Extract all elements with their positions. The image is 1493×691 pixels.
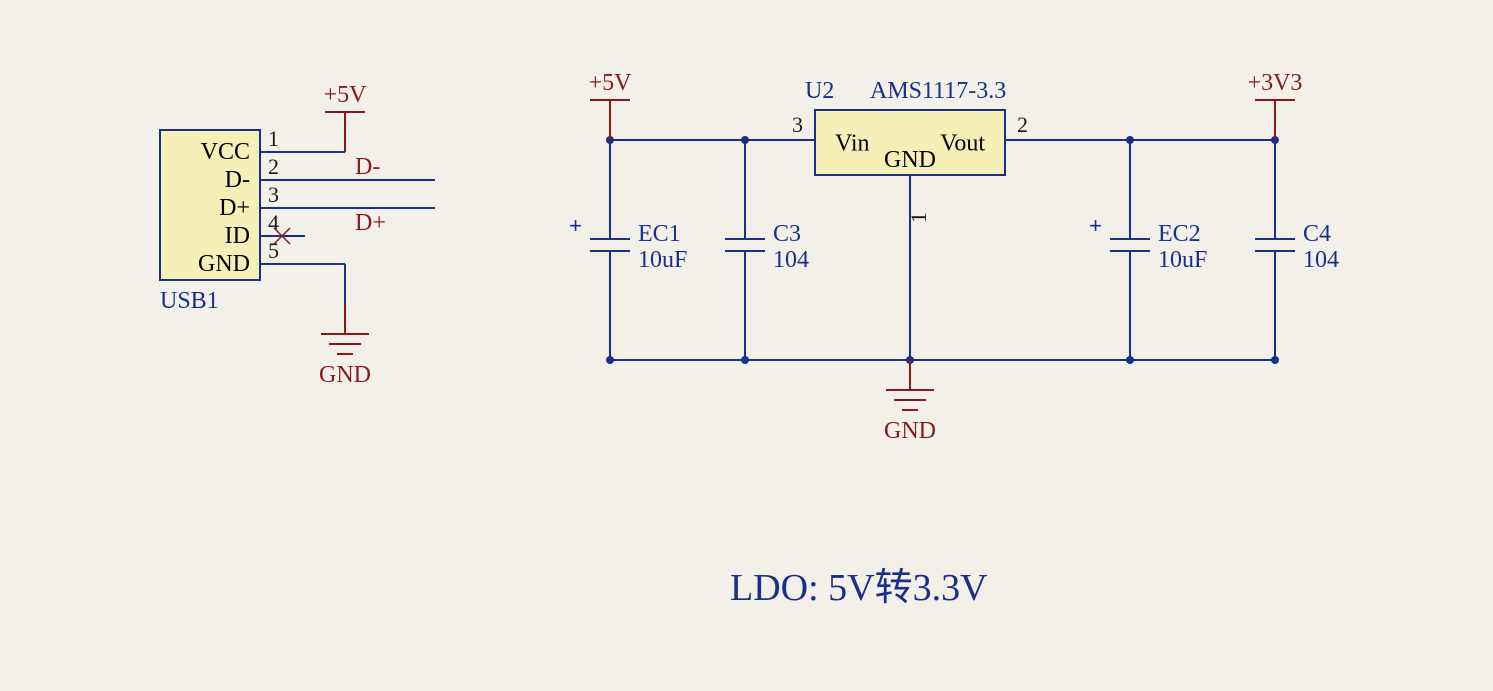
svg-text:GND: GND <box>884 147 936 173</box>
svg-text:D-: D- <box>355 154 380 180</box>
svg-text:3: 3 <box>268 182 279 207</box>
usb-designator: USB1 <box>160 288 219 314</box>
svg-text:5: 5 <box>268 238 279 263</box>
svg-text:+: + <box>569 213 582 238</box>
usb-pin-name-gnd: GND <box>198 251 250 277</box>
svg-text:EC2: EC2 <box>1158 221 1201 247</box>
svg-text:Vout: Vout <box>940 131 985 157</box>
svg-text:+3V3: +3V3 <box>1248 70 1303 96</box>
svg-text:C4: C4 <box>1303 221 1331 247</box>
svg-text:1: 1 <box>268 126 279 151</box>
svg-text:10uF: 10uF <box>1158 247 1207 273</box>
svg-text:U2: U2 <box>805 78 834 104</box>
svg-text:GND: GND <box>884 418 936 444</box>
svg-text:AMS1117-3.3: AMS1117-3.3 <box>870 78 1006 104</box>
svg-text:+: + <box>1089 213 1102 238</box>
svg-text:D+: D+ <box>355 210 386 236</box>
ldo-section: U2AMS1117-3.3VinVoutGND321+EC110uFC3104+… <box>569 70 1339 444</box>
svg-text:10uF: 10uF <box>638 247 687 273</box>
usb-pin-name-vcc: VCC <box>201 139 250 165</box>
usb-pin-name-d+: D+ <box>219 195 250 221</box>
usb-pin-name-id: ID <box>225 223 250 249</box>
usb-connector: VCC1D-2D+3ID4GND5USB1+5VD-D+GND <box>160 82 435 388</box>
svg-text:3: 3 <box>792 112 803 137</box>
svg-text:C3: C3 <box>773 221 801 247</box>
svg-text:GND: GND <box>319 362 371 388</box>
svg-text:2: 2 <box>1017 112 1028 137</box>
svg-text:Vin: Vin <box>835 131 870 157</box>
note-ldo: LDO: 5V转3.3V <box>730 567 988 609</box>
usb-pin-name-d-: D- <box>225 167 250 193</box>
svg-text:+5V: +5V <box>589 70 633 96</box>
svg-text:2: 2 <box>268 154 279 179</box>
svg-text:+5V: +5V <box>324 82 368 108</box>
svg-text:1: 1 <box>906 212 931 223</box>
svg-text:104: 104 <box>1303 247 1339 273</box>
svg-text:104: 104 <box>773 247 809 273</box>
svg-text:EC1: EC1 <box>638 221 681 247</box>
